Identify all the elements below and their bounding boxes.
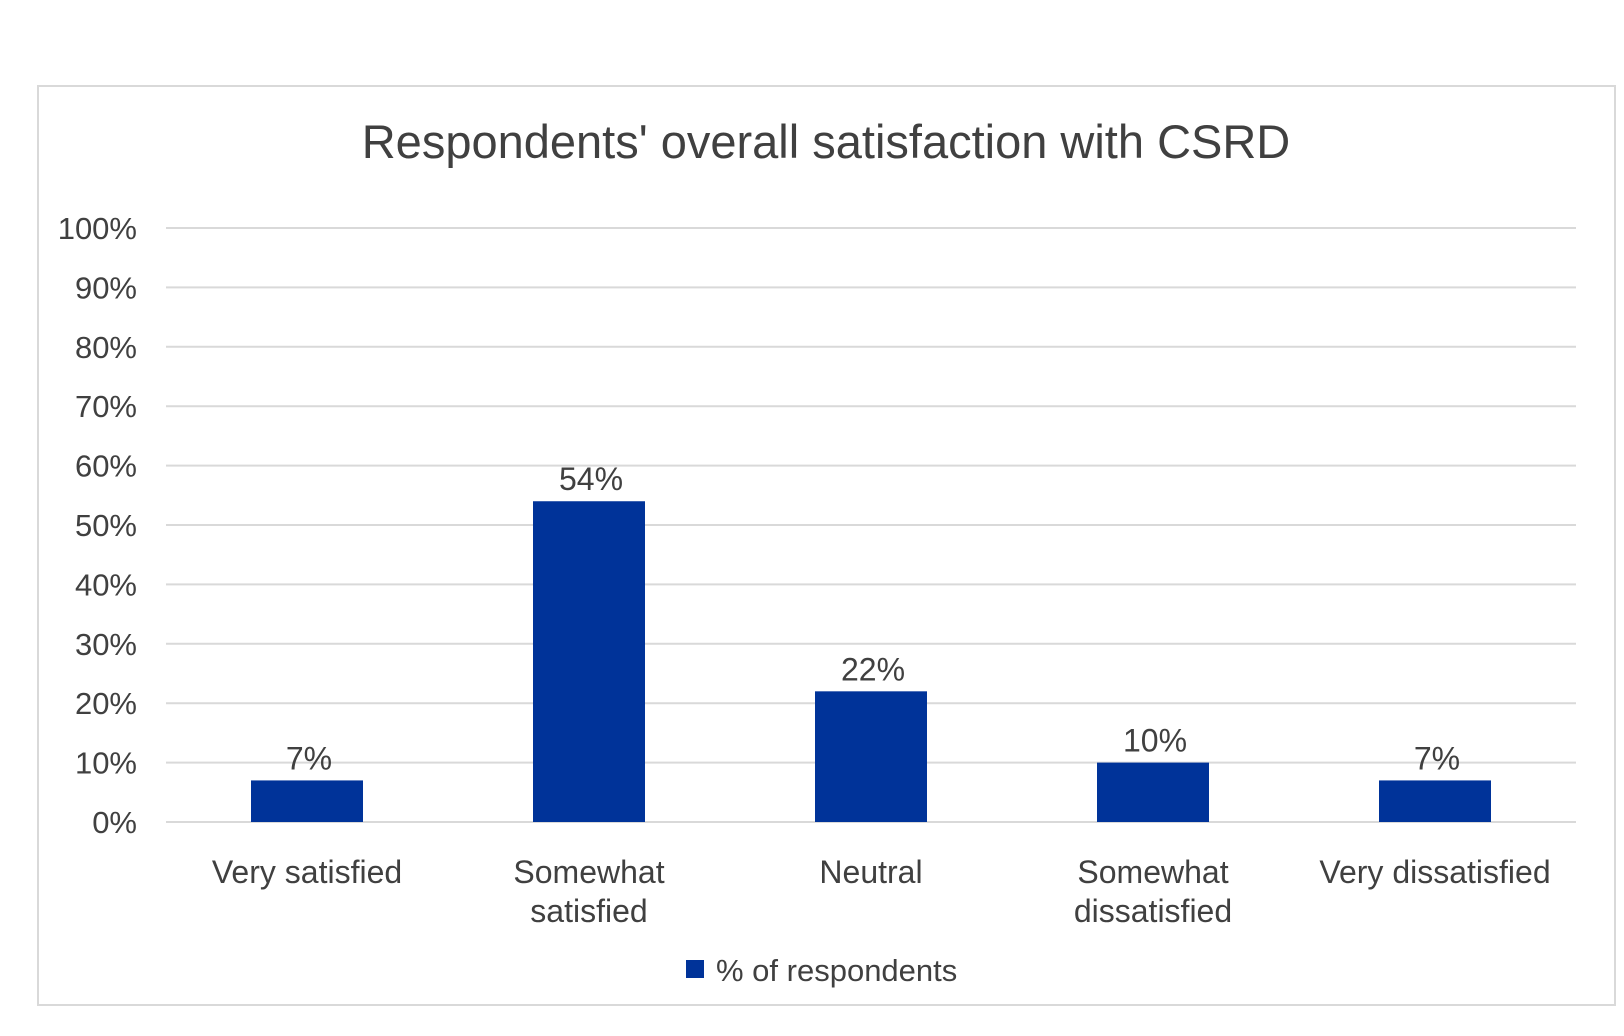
y-axis-ticks: 0% 10% 20% 30% 40% 50% 60% 70% 80% 90% 100% bbox=[58, 211, 137, 840]
bar bbox=[815, 691, 927, 822]
bar bbox=[251, 780, 363, 822]
y-tick-label: 70% bbox=[75, 389, 137, 424]
y-tick-label: 80% bbox=[75, 330, 137, 365]
y-tick-label: 40% bbox=[75, 567, 137, 602]
y-tick-label: 90% bbox=[75, 270, 137, 305]
legend: % of respondents bbox=[686, 953, 957, 988]
legend-label: % of respondents bbox=[716, 953, 957, 988]
y-tick-label: 50% bbox=[75, 508, 137, 543]
y-tick-label: 30% bbox=[75, 627, 137, 662]
category-label: Very satisfied bbox=[212, 854, 402, 890]
data-label: 22% bbox=[841, 651, 905, 687]
bars bbox=[251, 501, 1491, 822]
y-tick-label: 20% bbox=[75, 686, 137, 721]
category-label: Somewhat satisfied bbox=[513, 854, 664, 929]
bar bbox=[1379, 780, 1491, 822]
category-label: Very dissatisfied bbox=[1319, 854, 1550, 890]
data-label: 7% bbox=[286, 740, 332, 776]
bar bbox=[1097, 762, 1209, 822]
gridlines bbox=[166, 227, 1576, 823]
y-tick-label: 100% bbox=[58, 211, 137, 246]
data-label: 54% bbox=[559, 461, 623, 497]
chart-title: Respondents' overall satisfaction with C… bbox=[362, 115, 1291, 168]
data-label: 7% bbox=[1414, 740, 1460, 776]
data-labels: 7% 54% 22% 10% 7% bbox=[286, 461, 1460, 776]
legend-swatch bbox=[686, 960, 704, 978]
category-label: Somewhat dissatisfied bbox=[1074, 854, 1232, 929]
y-tick-label: 0% bbox=[92, 805, 137, 840]
data-label: 10% bbox=[1123, 723, 1187, 759]
bar bbox=[533, 501, 645, 822]
y-tick-label: 60% bbox=[75, 449, 137, 484]
chart-frame bbox=[37, 85, 1616, 1006]
category-label: Neutral bbox=[819, 854, 922, 890]
x-axis-categories: Very satisfied Somewhat satisfied Neutral So… bbox=[212, 854, 1551, 929]
y-tick-label: 10% bbox=[75, 746, 137, 781]
